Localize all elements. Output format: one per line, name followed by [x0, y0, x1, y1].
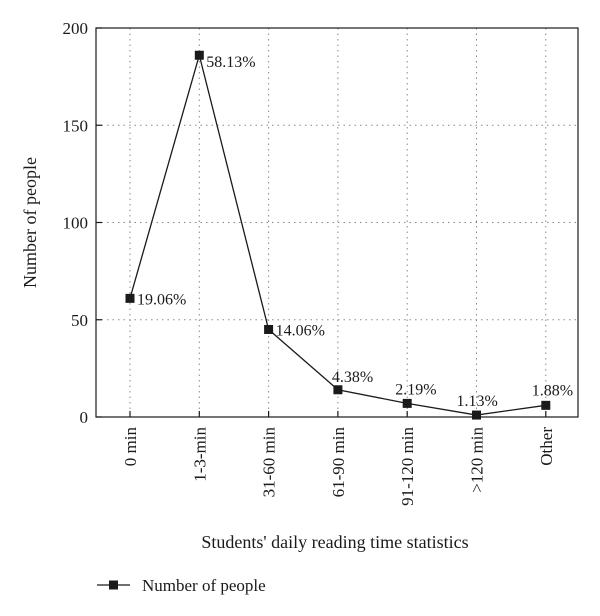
y-axis-title: Number of people: [20, 157, 40, 288]
series-markers: [125, 50, 551, 420]
data-label: 1.88%: [532, 382, 573, 399]
data-labels: 19.06% 58.13% 14.06% 4.38% 2.19% 1.13% 1.88%: [137, 54, 573, 410]
legend: Number of people: [97, 576, 266, 595]
y-tick-label: 50: [71, 311, 88, 330]
x-axis-title: Students' daily reading time statistics: [201, 532, 468, 552]
data-point: [541, 400, 551, 410]
data-label: 14.06%: [276, 322, 325, 339]
data-point: [125, 293, 135, 303]
data-label: 19.06%: [137, 291, 186, 308]
data-label: 4.38%: [332, 369, 373, 386]
y-tick-label: 200: [63, 19, 89, 38]
data-label: 58.13%: [206, 54, 255, 71]
gridlines: [96, 28, 578, 417]
y-tick-label: 0: [80, 408, 89, 427]
data-point: [472, 410, 481, 420]
y-tick-label: 150: [63, 116, 89, 135]
x-tick-label: 31-60 min: [260, 427, 279, 498]
data-point: [333, 385, 343, 395]
data-point: [402, 398, 412, 408]
data-label: 2.19%: [395, 381, 436, 398]
x-tick-label: 1-3-min: [190, 427, 209, 482]
data-point: [264, 324, 274, 334]
x-tick-label: 61-90 min: [329, 427, 348, 498]
series-line: [129, 52, 546, 416]
data-point: [194, 50, 204, 60]
x-tick-label: 0 min: [121, 427, 140, 467]
data-label: 1.13%: [457, 393, 498, 410]
x-tick-label: 91-120 min: [398, 427, 417, 506]
legend-label: Number of people: [142, 576, 266, 595]
x-tick-label: Other: [537, 427, 556, 466]
legend-marker: [109, 580, 118, 590]
x-tick-label: >120 min: [468, 427, 487, 493]
y-axis: 0 50 100 150 200: [63, 19, 102, 427]
y-tick-label: 100: [63, 214, 89, 233]
x-axis: 0 min 1-3-min 31-60 min 61-90 min 91-120 min…: [121, 411, 556, 506]
